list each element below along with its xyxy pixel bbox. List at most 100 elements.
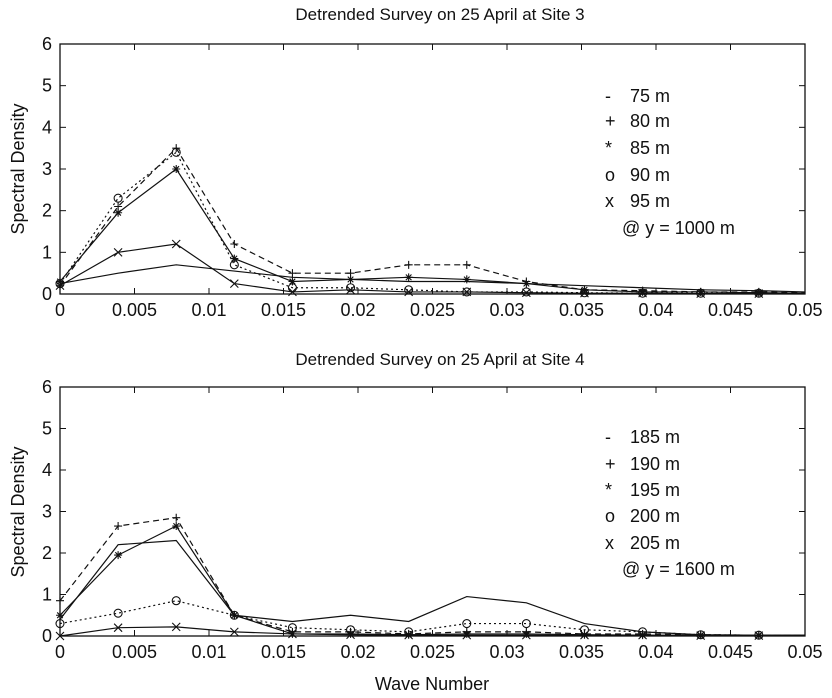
y-tick-label: 2 [42, 543, 52, 563]
circle-marker [171, 147, 181, 157]
series-85-m [56, 165, 806, 297]
x-tick-label: 0 [55, 642, 65, 662]
x-marker [754, 289, 764, 298]
x-marker [580, 288, 589, 298]
legend-label: 80 m [630, 111, 670, 131]
x-marker [113, 247, 123, 257]
x-marker [288, 629, 297, 639]
plus-marker [230, 240, 239, 248]
circle-marker [345, 283, 356, 293]
x-tick-label: 0.04 [638, 642, 673, 662]
star-marker [522, 629, 531, 638]
y-axis: 0 1 2 3 4 5 6 [42, 34, 805, 304]
plot-series [55, 144, 806, 298]
legend-label: 85 m [630, 138, 670, 158]
star-marker [754, 288, 763, 297]
circle-marker [579, 625, 590, 635]
star-marker [114, 551, 123, 560]
star-marker [56, 611, 64, 620]
x-marker [229, 279, 239, 288]
series-line [59, 264, 806, 293]
plus-marker [114, 522, 123, 531]
legend-marker: + [605, 454, 616, 474]
x-marker [521, 288, 531, 298]
legend-entry: - 75 m [605, 86, 670, 106]
plus-marker [288, 269, 297, 278]
x-tick-label: 0.035 [559, 300, 604, 320]
x-tick-label: 0.01 [191, 642, 226, 662]
x-axis: 0 0.005 0.01 0.015 0.02 0.025 0.03 0.035 0.04 0.0… [55, 387, 823, 662]
legend-note: @ y = 1000 m [622, 218, 735, 238]
plot-frame [59, 43, 806, 295]
legend-label: 185 m [630, 427, 680, 447]
star-marker [638, 287, 647, 296]
legend: - 75 m + 80 m * 85 m o 90 m x 95 m @ y =… [605, 86, 735, 238]
legend-label: 190 m [630, 454, 680, 474]
x-tick-label: 0.05 [787, 642, 822, 662]
x-marker [288, 287, 297, 297]
series-line [59, 539, 805, 636]
panel-site-3: Detrended Survey on 25 April at Site 3 S… [8, 5, 823, 320]
circle-marker [171, 596, 181, 606]
x-tick-label: 0.015 [261, 300, 306, 320]
series-line [59, 147, 806, 294]
series-95-m [55, 239, 805, 298]
circle-marker [229, 260, 239, 270]
legend-label: 200 m [630, 506, 680, 526]
star-marker [172, 522, 181, 531]
series-line [59, 626, 805, 637]
star-marker [404, 273, 413, 282]
x-marker [55, 281, 65, 291]
legend-label: 195 m [630, 480, 680, 500]
x-marker [113, 623, 123, 633]
x-marker [171, 239, 181, 249]
plus-marker [172, 513, 181, 522]
series-line [59, 168, 806, 294]
legend-marker: o [605, 506, 615, 526]
x-marker [696, 631, 706, 640]
legend-entry: x 95 m [605, 191, 670, 211]
y-tick-label: 2 [42, 201, 52, 221]
star-marker [288, 277, 297, 286]
y-tick-label: 6 [42, 34, 52, 54]
series-205-m [55, 622, 805, 641]
circle-marker [521, 618, 531, 629]
legend-marker: - [605, 427, 611, 447]
legend-label: 90 m [630, 165, 670, 185]
circle-marker [229, 610, 239, 620]
x-tick-label: 0 [55, 300, 65, 320]
star-marker [114, 208, 123, 217]
series-line [59, 243, 805, 295]
legend-entry: * 195 m [605, 480, 680, 500]
circle-marker [462, 618, 472, 629]
x-tick-label: 0.03 [489, 642, 524, 662]
x-tick-label: 0.025 [410, 300, 455, 320]
x-axis-label: Wave Number [375, 674, 489, 694]
y-tick-label: 0 [42, 626, 52, 646]
x-tick-label: 0.02 [340, 300, 375, 320]
x-marker [638, 288, 647, 298]
star-marker [172, 165, 181, 173]
x-tick-label: 0.015 [261, 642, 306, 662]
x-tick-label: 0.05 [787, 300, 822, 320]
legend-label: 75 m [630, 86, 670, 106]
x-marker [521, 630, 531, 640]
x-marker [754, 631, 764, 640]
x-tick-label: 0.045 [708, 300, 753, 320]
x-tick-label: 0.03 [489, 300, 524, 320]
series-195-m [56, 522, 805, 640]
star-marker [56, 277, 64, 286]
x-marker [229, 627, 239, 637]
y-tick-label: 5 [42, 419, 52, 439]
y-tick-label: 3 [42, 159, 52, 179]
x-tick-label: 0.035 [559, 642, 604, 662]
series-75-m [59, 264, 806, 293]
legend-entry: + 190 m [605, 454, 680, 474]
circle-marker [521, 287, 531, 297]
y-tick-label: 0 [42, 284, 52, 304]
panel-site-4: Detrended Survey on 25 April at Site 4 S… [8, 350, 823, 694]
y-tick-label: 5 [42, 76, 52, 96]
x-marker [462, 630, 472, 640]
circle-marker [287, 623, 297, 633]
legend: - 185 m + 190 m * 195 m o 200 m x 205 m … [605, 427, 735, 579]
